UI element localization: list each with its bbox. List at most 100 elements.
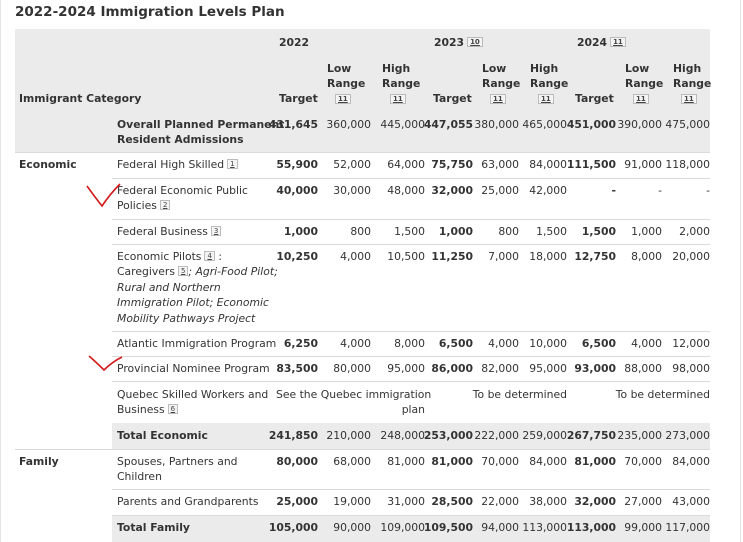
row-label-total-economic: Total Economic [117, 429, 208, 442]
table-cell: 70,000 [624, 455, 662, 468]
table-cell: 267,750 [566, 429, 616, 442]
table-cell: 390,000 [617, 118, 662, 131]
table-cell: 81,000 [387, 455, 425, 468]
table-cell: 52,000 [333, 158, 371, 171]
table-cell: 1,000 [631, 225, 662, 238]
table-cell: - [706, 184, 710, 197]
table-cell: 42,000 [529, 184, 567, 197]
table-cell: 32,000 [431, 184, 473, 197]
table-cell: 94,000 [481, 521, 519, 534]
table-cell: 8,000 [394, 337, 425, 350]
footnote-link[interactable]: 3 [210, 226, 222, 236]
table-cell: 70,000 [481, 455, 519, 468]
overall-row-bg [15, 112, 710, 152]
table-cell: 1,500 [536, 225, 567, 238]
footnote-link[interactable]: 11 [490, 93, 506, 104]
footnote-link[interactable]: 11 [335, 93, 351, 104]
table-cell: 25,000 [276, 495, 318, 508]
header-low-range: Low Range 11 [482, 62, 521, 104]
table-cell: 32,000 [574, 495, 616, 508]
table-cell: 117,000 [665, 521, 710, 534]
header-target: Target [575, 92, 614, 105]
table-cell: 6,500 [581, 337, 616, 350]
table-cell: 800 [498, 225, 519, 238]
footnote-link[interactable]: 11 [390, 93, 406, 104]
table-cell: 235,000 [617, 429, 662, 442]
table-cell: 10,500 [387, 250, 425, 263]
table-cell: 4,000 [631, 337, 662, 350]
table-cell: 1,000 [438, 225, 473, 238]
table-cell: 99,000 [624, 521, 662, 534]
table-cell: 1,000 [283, 225, 318, 238]
table-cell: 4,000 [488, 337, 519, 350]
row-label-federal-business: Federal Business 3 [117, 224, 222, 239]
table-cell: 431,645 [268, 118, 318, 131]
table-cell: 25,000 [481, 184, 519, 197]
table-cell: 84,000 [672, 455, 710, 468]
footnote-link[interactable]: 1 [227, 159, 238, 169]
right-edge [740, 0, 741, 542]
table-cell: 1,500 [581, 225, 616, 238]
header-high-range: High Range 11 [673, 62, 712, 104]
footnote-link[interactable]: 11 [633, 93, 649, 104]
page-title: 2022-2024 Immigration Levels Plan [15, 4, 285, 20]
table-cell: 109,000 [380, 521, 425, 534]
check-mark-icon [86, 183, 121, 208]
header-category: Immigrant Category [19, 92, 142, 105]
table-cell: 11,250 [431, 250, 473, 263]
footnote-link[interactable]: 2 [159, 200, 171, 211]
row-label-quebec: Quebec Skilled Workers and Business 6 [117, 388, 269, 417]
year-2022: 2022 [279, 36, 310, 49]
footnote-link[interactable]: 11 [681, 93, 697, 104]
row-label-parents: Parents and Grandparents [117, 495, 259, 508]
footnote-link[interactable]: 11 [538, 93, 554, 104]
table-cell: - [658, 184, 662, 197]
table-header-bg [15, 29, 710, 112]
header-low-range: Low Range 11 [625, 62, 664, 104]
footnote-link[interactable]: 5 [177, 266, 189, 277]
table-cell: 360,000 [326, 118, 371, 131]
header-high-range: High Range 11 [382, 62, 421, 104]
left-edge [0, 0, 1, 542]
group-family: Family [19, 455, 59, 468]
group-economic: Economic [19, 158, 77, 171]
table-cell: 82,000 [481, 362, 519, 375]
table-cell: 113,000 [566, 521, 616, 534]
table-cell: 10,250 [276, 250, 318, 263]
table-cell: 95,000 [529, 362, 567, 375]
table-cell: 80,000 [333, 362, 371, 375]
table-cell: 12,000 [672, 337, 710, 350]
table-cell: 111,500 [566, 158, 616, 171]
table-cell: 105,000 [268, 521, 318, 534]
table-cell: 86,000 [431, 362, 473, 375]
table-cell: 118,000 [665, 158, 710, 171]
row-label-total-family: Total Family [117, 521, 190, 534]
table-cell: 93,000 [574, 362, 616, 375]
row-label-spouses: Spouses, Partners and Children [117, 455, 238, 484]
footnote-link[interactable]: 11 [610, 37, 626, 47]
table-cell: 90,000 [333, 521, 371, 534]
table-cell: 95,000 [387, 362, 425, 375]
footnote-link[interactable]: 6 [167, 404, 179, 415]
table-cell: 800 [350, 225, 371, 238]
table-cell: 91,000 [624, 158, 662, 171]
footnote-link[interactable]: 10 [467, 37, 483, 47]
table-cell: 8,000 [631, 250, 662, 263]
overall-label: Overall Planned Permanent Resident Admiss… [117, 118, 285, 147]
total-family-bg [112, 515, 710, 542]
table-cell: 80,000 [276, 455, 318, 468]
table-cell: 28,500 [431, 495, 473, 508]
table-cell: 19,000 [333, 495, 371, 508]
table-cell: 81,000 [431, 455, 473, 468]
table-cell: 6,250 [283, 337, 318, 350]
quebec-note-2024: To be determined [615, 388, 710, 401]
table-cell: 30,000 [333, 184, 371, 197]
year-2024: 2024 11 [577, 35, 626, 50]
table-cell: 210,000 [326, 429, 371, 442]
table-cell: 20,000 [672, 250, 710, 263]
table-cell: 31,000 [387, 495, 425, 508]
table-cell: 273,000 [665, 429, 710, 442]
row-label-federal-high-skilled: Federal High Skilled 1 [117, 157, 238, 172]
header-target: Target [279, 92, 318, 105]
footnote-link[interactable]: 4 [204, 251, 215, 261]
